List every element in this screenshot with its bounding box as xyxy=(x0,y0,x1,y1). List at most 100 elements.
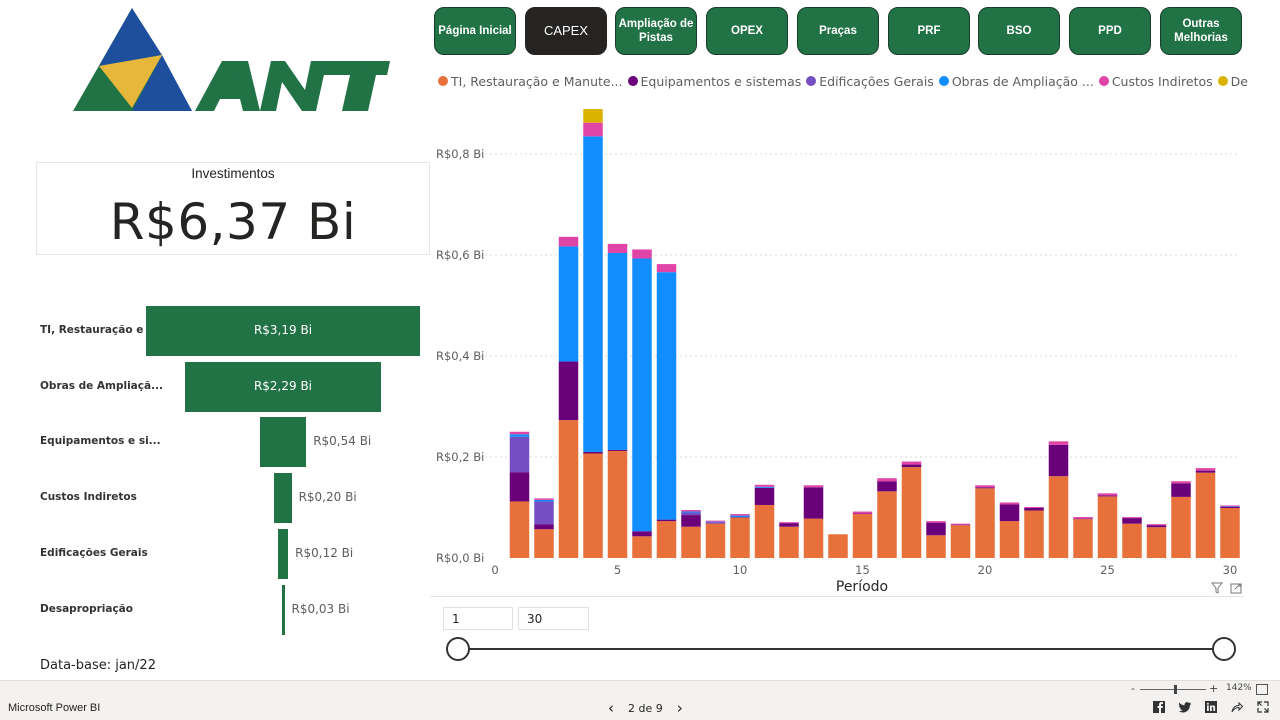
nav-button-p-gina-inicial[interactable]: Página Inicial xyxy=(434,7,516,55)
bar-segment[interactable] xyxy=(754,484,775,487)
bar-segment[interactable] xyxy=(607,252,628,450)
bar-segment[interactable] xyxy=(803,487,824,519)
bar-segment[interactable] xyxy=(803,485,824,488)
bar-segment[interactable] xyxy=(1195,472,1216,558)
bar-segment[interactable] xyxy=(632,531,652,537)
bar-segment[interactable] xyxy=(901,464,922,468)
legend-item[interactable]: Obras de Ampliação ... xyxy=(938,74,1094,89)
bar-segment[interactable] xyxy=(656,521,677,558)
twitter-icon[interactable] xyxy=(1178,701,1192,715)
bar-segment[interactable] xyxy=(1097,493,1118,496)
bar-segment[interactable] xyxy=(754,504,775,558)
bar-segment[interactable] xyxy=(1073,519,1093,558)
bar-segment[interactable] xyxy=(607,449,628,451)
bar-segment[interactable] xyxy=(705,523,726,558)
fit-to-page-icon[interactable] xyxy=(1256,684,1268,695)
bar-segment[interactable] xyxy=(607,450,628,558)
slider-max-handle[interactable] xyxy=(1212,637,1236,661)
bar-segment[interactable] xyxy=(656,519,677,522)
bar-segment[interactable] xyxy=(583,109,603,123)
bar-segment[interactable] xyxy=(999,502,1020,505)
bar-segment[interactable] xyxy=(877,481,897,492)
chevron-right-icon[interactable]: › xyxy=(676,699,683,717)
bar-segment[interactable] xyxy=(509,436,530,473)
bar-segment[interactable] xyxy=(852,514,873,558)
bar-segment[interactable] xyxy=(558,246,579,362)
bar-segment[interactable] xyxy=(705,522,726,524)
bar-segment[interactable] xyxy=(1146,524,1167,526)
bar-segment[interactable] xyxy=(1048,444,1069,477)
bar-segment[interactable] xyxy=(999,521,1020,558)
bar-segment[interactable] xyxy=(705,521,726,523)
bar-segment[interactable] xyxy=(681,511,701,513)
bar-segment[interactable] xyxy=(534,529,554,558)
legend-item[interactable]: Custos Indiretos xyxy=(1098,74,1213,89)
share-icon[interactable] xyxy=(1230,701,1244,715)
bar-segment[interactable] xyxy=(558,420,579,558)
bar-segment[interactable] xyxy=(1146,525,1167,528)
bar-segment[interactable] xyxy=(534,499,554,502)
bar-segment[interactable] xyxy=(632,258,652,532)
fullscreen-icon[interactable] xyxy=(1256,701,1270,715)
funnel-bar[interactable] xyxy=(146,306,420,356)
bar-segment[interactable] xyxy=(1122,518,1142,524)
nav-button-prf[interactable]: PRF xyxy=(888,7,970,55)
bar-segment[interactable] xyxy=(1122,517,1142,519)
bar-segment[interactable] xyxy=(730,517,750,558)
filter-icon[interactable] xyxy=(1210,582,1224,597)
bar-segment[interactable] xyxy=(779,522,799,524)
bar-segment[interactable] xyxy=(534,498,554,500)
focus-mode-icon[interactable] xyxy=(1230,582,1242,597)
nav-button-pra-as[interactable]: Praças xyxy=(797,7,879,55)
bar-segment[interactable] xyxy=(1220,506,1240,507)
bar-segment[interactable] xyxy=(681,512,701,516)
bar-segment[interactable] xyxy=(779,523,799,527)
bar-segment[interactable] xyxy=(583,451,603,454)
bar-segment[interactable] xyxy=(950,524,971,526)
funnel-bar[interactable] xyxy=(277,528,289,579)
bar-segment[interactable] xyxy=(632,536,652,558)
bar-segment[interactable] xyxy=(1024,506,1044,509)
funnel-bar[interactable] xyxy=(184,361,382,412)
bar-segment[interactable] xyxy=(1146,527,1167,558)
facebook-icon[interactable] xyxy=(1152,701,1166,715)
bar-segment[interactable] xyxy=(656,272,677,520)
bar-segment[interactable] xyxy=(926,535,946,558)
legend-item[interactable]: Edificações Gerais xyxy=(806,74,934,89)
bar-segment[interactable] xyxy=(950,523,971,525)
bar-segment[interactable] xyxy=(1195,468,1216,471)
nav-button-outras-melhorias[interactable]: Outras Melhorias xyxy=(1160,7,1242,55)
bar-segment[interactable] xyxy=(999,504,1020,522)
bar-segment[interactable] xyxy=(583,122,603,137)
funnel-bar[interactable] xyxy=(274,473,292,524)
slider-track[interactable] xyxy=(458,648,1224,650)
bar-segment[interactable] xyxy=(681,510,701,512)
bar-segment[interactable] xyxy=(975,487,995,489)
nav-button-opex[interactable]: OPEX xyxy=(706,7,788,55)
legend-item[interactable]: TI, Restauração e Manute... xyxy=(438,74,623,89)
bar-segment[interactable] xyxy=(1048,476,1069,558)
bar-segment[interactable] xyxy=(509,434,530,437)
bar-segment[interactable] xyxy=(950,525,971,558)
zoom-out-button[interactable]: - xyxy=(1131,682,1135,695)
bar-segment[interactable] xyxy=(1097,496,1118,558)
bar-segment[interactable] xyxy=(730,515,750,518)
zoom-slider[interactable] xyxy=(1140,689,1206,690)
bar-segment[interactable] xyxy=(803,518,824,558)
bar-segment[interactable] xyxy=(1097,495,1118,497)
slicer-max-input[interactable]: 30 xyxy=(518,607,589,630)
bar-segment[interactable] xyxy=(1220,505,1240,507)
bar-segment[interactable] xyxy=(852,511,873,514)
bar-segment[interactable] xyxy=(1220,506,1240,509)
bar-segment[interactable] xyxy=(730,514,750,516)
bar-segment[interactable] xyxy=(1171,483,1191,497)
bar-segment[interactable] xyxy=(1195,470,1216,473)
bar-segment[interactable] xyxy=(1171,481,1191,484)
linkedin-icon[interactable] xyxy=(1204,701,1218,715)
bar-segment[interactable] xyxy=(877,491,897,558)
bar-segment[interactable] xyxy=(558,236,579,247)
bar-segment[interactable] xyxy=(975,488,995,558)
bar-segment[interactable] xyxy=(926,522,946,536)
bar-segment[interactable] xyxy=(656,264,677,273)
bar-segment[interactable] xyxy=(509,501,530,558)
